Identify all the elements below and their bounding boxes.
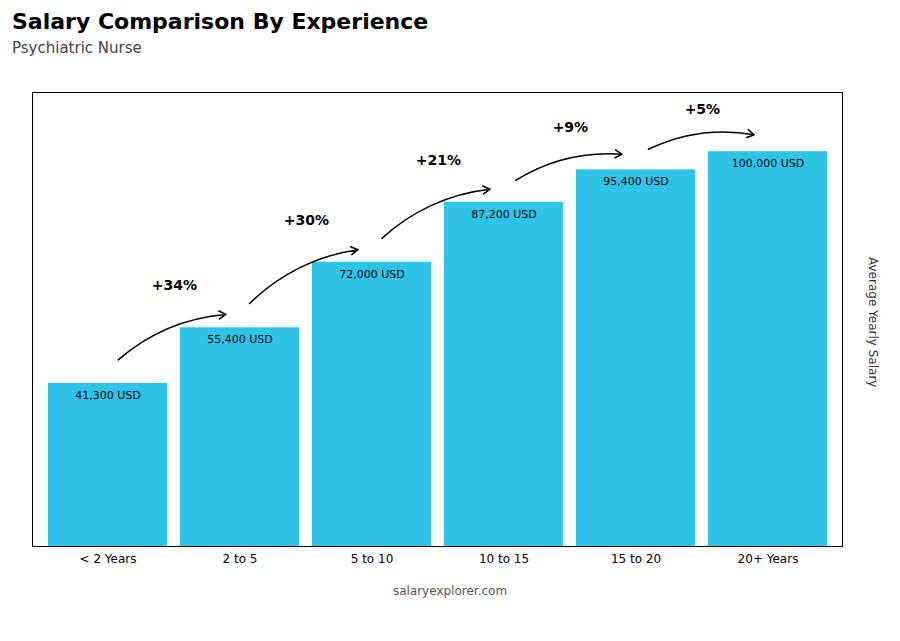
html-text:Average Yearly Salary: Average Yearly Salary	[866, 256, 880, 388]
html-text:Psychiatric Nurse: Psychiatric Nurse	[12, 39, 142, 57]
svg-text:15 to 20: 15 to 20	[611, 552, 661, 566]
html-text:salaryexplorer.com: salaryexplorer.com	[392, 584, 508, 598]
svg-text:20+ Years: 20+ Years	[738, 552, 799, 566]
svg-text:100,000 USD: 100,000 USD	[732, 157, 805, 170]
svg-text:2 to 5: 2 to 5	[223, 552, 258, 566]
svg-text:55,400 USD: 55,400 USD	[207, 333, 273, 346]
html-text:Salary Comparison By Experienc: Salary Comparison By Experience	[12, 9, 429, 34]
svg-text:+9%: +9%	[553, 119, 589, 135]
svg-text:72,000 USD: 72,000 USD	[339, 268, 405, 281]
svg-text:5 to 10: 5 to 10	[351, 552, 394, 566]
svg-text:95,400 USD: 95,400 USD	[603, 175, 669, 188]
svg-text:87,200 USD: 87,200 USD	[471, 208, 537, 221]
svg-text:+30%: +30%	[284, 212, 329, 228]
svg-text:+5%: +5%	[685, 101, 721, 117]
svg-text:+34%: +34%	[152, 277, 197, 293]
svg-text:41,300 USD: 41,300 USD	[75, 389, 141, 402]
svg-text:< 2 Years: < 2 Years	[80, 552, 137, 566]
svg-text:10 to 15: 10 to 15	[479, 552, 529, 566]
svg-text:+21%: +21%	[416, 152, 461, 168]
